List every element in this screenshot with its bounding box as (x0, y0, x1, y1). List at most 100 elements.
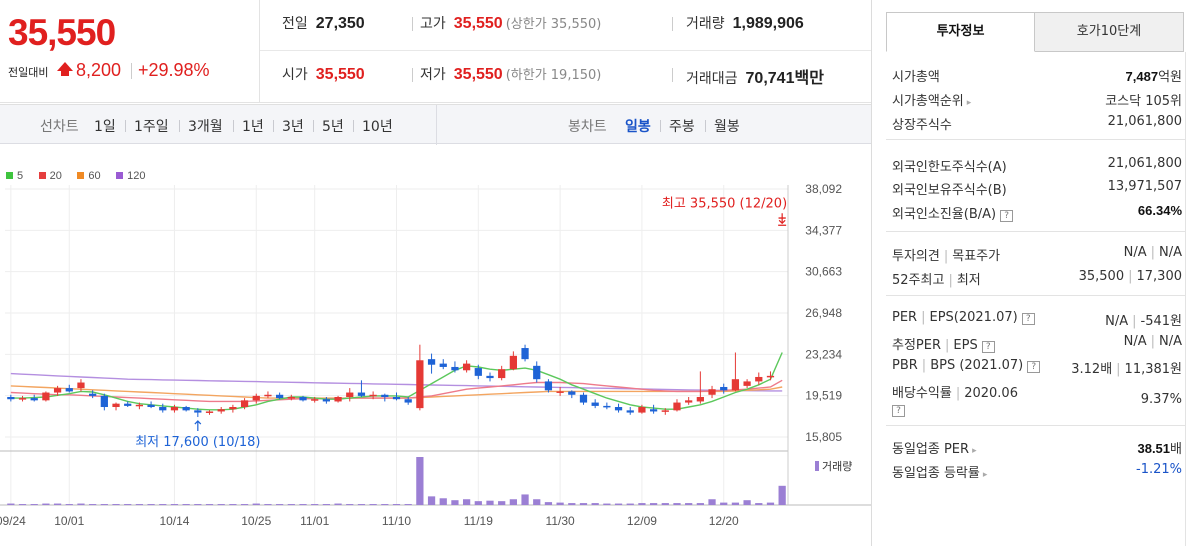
caret-right-icon: ▸ (966, 98, 972, 108)
candle-body (65, 388, 73, 392)
candle-body (404, 399, 412, 403)
divider (353, 120, 354, 132)
help-icon[interactable]: ? (1027, 361, 1041, 373)
x-tick-label: 12/09 (627, 514, 657, 528)
volume-legend-swatch (815, 461, 819, 471)
est-per-label-wrap: 추정PER | EPS? (892, 334, 995, 353)
candle-body (708, 389, 716, 395)
volume-bar (392, 504, 401, 506)
candle-body (638, 407, 646, 413)
divider (412, 68, 413, 82)
candle-body (147, 404, 155, 408)
candle-body (661, 410, 669, 412)
tab-order-book[interactable]: 호가10단계 (1035, 12, 1184, 52)
high-annotation: 최고 35,550 (12/20) (662, 196, 787, 211)
x-tick-label: 11/10 (382, 514, 411, 528)
help-icon[interactable]: ? (892, 405, 905, 417)
change-amount: 8,200 (76, 60, 122, 80)
legend-ma5: 5 (6, 170, 23, 182)
candle-body (626, 410, 634, 413)
opinion-value-wrap: N/A | N/A (1124, 245, 1182, 260)
candle-body (252, 395, 260, 401)
candle-body (124, 403, 132, 406)
volume-bar (591, 503, 599, 505)
volume-bar (357, 504, 366, 506)
bps-value: 11,381원 (1124, 362, 1182, 377)
legend-swatch (77, 172, 85, 179)
period-1d-button[interactable]: 1일 (94, 119, 116, 135)
foreign-limit-row: 외국인한도주식수(A) 21,061,800 (892, 154, 1182, 176)
candle-body (498, 369, 506, 379)
market-cap-unit: 억원 (1158, 70, 1182, 85)
legend-ma20: 20 (38, 170, 62, 182)
help-icon[interactable]: ? (981, 341, 995, 353)
period-10y-button[interactable]: 10년 (362, 119, 393, 135)
dividend-value-row: ? 9.37% (892, 392, 1182, 422)
high-arrow-icon (778, 213, 787, 226)
sector-change-row[interactable]: 동일업종 등락률 ▸ -1.21% (892, 460, 1182, 482)
candle-body (322, 399, 331, 402)
period-5y-button[interactable]: 5년 (322, 119, 344, 135)
weekly-candle-button[interactable]: 주봉 (669, 119, 695, 135)
volume: 거래량 1,989,906 (686, 13, 804, 33)
period-3y-button[interactable]: 3년 (282, 119, 304, 135)
legend-label: 60 (88, 170, 101, 182)
divider (179, 120, 180, 132)
divider: | (945, 338, 950, 353)
divider: | (1116, 362, 1121, 377)
divider (233, 120, 234, 132)
help-icon[interactable]: ? (1000, 210, 1014, 222)
legend-label: 20 (49, 170, 62, 182)
foreign-hold-row: 외국인보유주식수(B) 13,971,507 (892, 177, 1182, 199)
line-chart-label: 선차트 (40, 119, 79, 135)
week52-row: 52주최고 | 최저 35,500 | 17,300 (892, 267, 1182, 289)
volume-bar (731, 502, 740, 505)
chart-legend: 5 20 60 120 (6, 169, 157, 182)
period-3m-button[interactable]: 3개월 (188, 119, 223, 135)
sector-per-row[interactable]: 동일업종 PER ▸ 38.51배 (892, 436, 1182, 458)
period-1y-button[interactable]: 1년 (242, 119, 264, 135)
price-summary: 35,550 전일대비 8,200 +29.98% (0, 0, 260, 103)
candle-body (603, 405, 611, 408)
candle-body (462, 363, 471, 371)
monthly-candle-button[interactable]: 월봉 (714, 119, 740, 135)
period-1w-button[interactable]: 1주일 (134, 119, 169, 135)
volume-bar (439, 498, 447, 505)
tab-investment-info[interactable]: 투자정보 (886, 12, 1035, 52)
market-cap-group: 시가총액 7,487억원 시가총액순위 ▸ 코스닥 105위 상장주식수 21,061,… (886, 52, 1186, 140)
pbr-label-wrap: PBR | BPS (2021.07)? (892, 358, 1041, 373)
trade-amount: 거래대금 70,741백만 (686, 64, 824, 88)
volume-bar (77, 503, 85, 505)
per-label: PER (892, 310, 918, 325)
sector-per-label-wrap: 동일업종 PER ▸ (892, 438, 977, 457)
candle-body (217, 409, 225, 412)
market-cap-rank-row[interactable]: 시가총액순위 ▸ 코스닥 105위 (892, 88, 1182, 110)
est-per-value: N/A (1123, 334, 1147, 349)
upper-limit: (상한가 35,550) (505, 17, 602, 32)
market-cap-number: 7,487 (1125, 69, 1159, 84)
volume-bar (53, 503, 62, 505)
volume-value: 1,989,906 (732, 15, 804, 32)
stock-chart[interactable]: 5 20 60 120 38,092 34,377 30,663 26,948 23,2… (0, 145, 871, 546)
legend-ma60: 60 (77, 170, 101, 182)
x-tick-label: 10/14 (159, 514, 189, 528)
market-cap-label: 시가총액 (892, 70, 940, 85)
sector-group: 동일업종 PER ▸ 38.51배 동일업종 등락률 ▸ -1.21% (886, 426, 1186, 488)
y-tick-label: 30,663 (805, 265, 842, 279)
help-icon[interactable]: ? (1021, 313, 1035, 325)
volume-bar (427, 496, 436, 505)
daily-candle-button[interactable]: 일봉 (625, 119, 651, 135)
foreign-ratio-number: 66.34% (1137, 203, 1182, 218)
dividend-date: 2020.06 (964, 386, 1018, 401)
volume-bar (252, 503, 260, 505)
volume-bar (65, 504, 73, 506)
candle-body (720, 386, 728, 391)
volume-bar (720, 502, 728, 505)
candle-body (170, 407, 179, 411)
candle-body (544, 381, 553, 391)
foreign-group: 외국인한도주식수(A) 21,061,800 외국인보유주식수(B) 13,971,… (886, 140, 1186, 232)
volume-bar (603, 503, 611, 505)
per-row: PER | EPS(2021.07)? N/A | -541원 (892, 308, 1182, 330)
volume-bar (147, 504, 155, 506)
volume-bar (124, 504, 132, 506)
